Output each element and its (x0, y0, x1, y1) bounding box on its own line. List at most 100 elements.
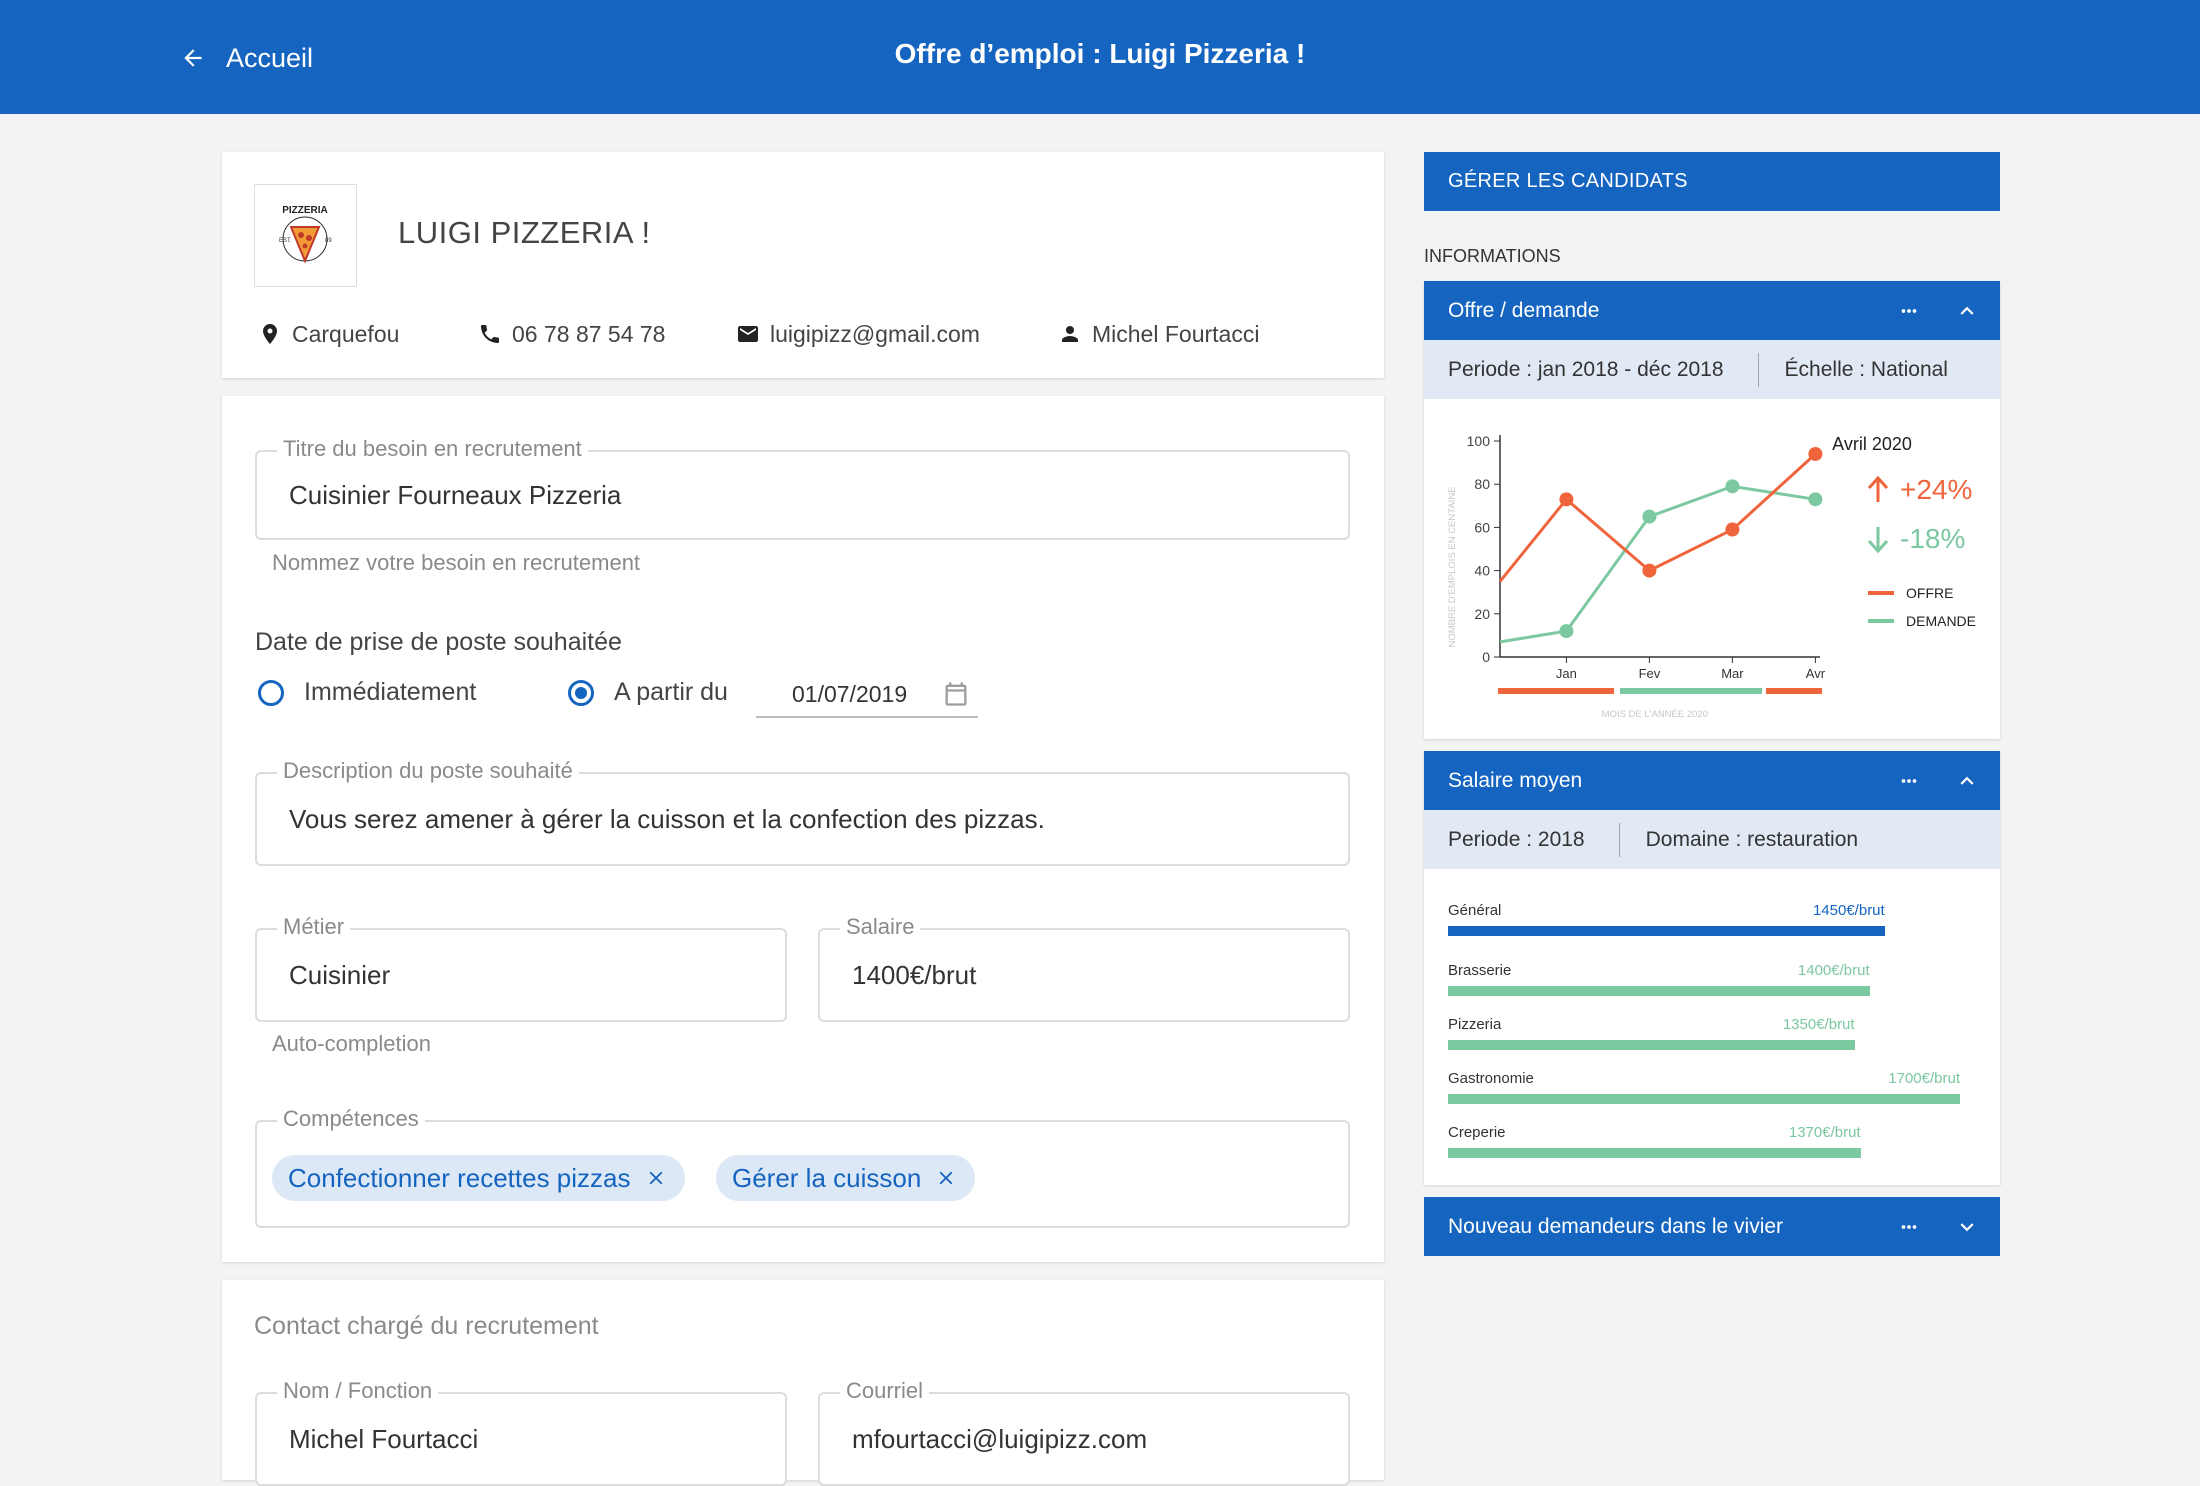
job-field[interactable]: Métier Cuisinier (255, 914, 787, 1022)
skill-chip-label: Gérer la cuisson (732, 1162, 922, 1193)
more-horiz-icon[interactable] (1898, 770, 1920, 792)
series-line-demande (1499, 484, 1816, 644)
offer-demand-period: Periode : jan 2018 - déc 2018 (1448, 357, 1724, 381)
radio-immediate-control[interactable] (258, 679, 284, 706)
chart-y-tick-label: 80 (1474, 476, 1490, 492)
new-applicants-panel-header[interactable]: Nouveau demandeurs dans le vivier (1424, 1197, 2000, 1256)
chart-y-tick-label: 100 (1467, 433, 1491, 449)
data-point-demande (1559, 624, 1574, 639)
data-point-offre (1725, 522, 1740, 537)
data-point-offre (1559, 492, 1574, 507)
description-field[interactable]: Description du poste souhaité Vous serez… (255, 758, 1350, 866)
start-date-input[interactable]: 01/07/2019 (756, 672, 978, 718)
contact-name-label: Nom / Fonction (277, 1378, 439, 1404)
salary-field[interactable]: Salaire 1400€/brut (818, 914, 1350, 1022)
title-field-value: Cuisinier Fourneaux Pizzeria (289, 480, 622, 510)
chart-x-axis-label: MOIS DE L'ANNÉE 2020 (1602, 709, 1708, 720)
svg-text:89: 89 (325, 238, 332, 244)
back-label: Accueil (226, 42, 314, 73)
radio-from-date-control[interactable] (568, 679, 594, 706)
chevron-up-icon[interactable] (1954, 768, 1980, 794)
company-contact: Michel Fourtacci (1058, 318, 1259, 350)
close-icon[interactable] (935, 1167, 957, 1189)
average-salary-panel-title: Salaire moyen (1448, 768, 1583, 792)
date-section-label: Date de prise de poste souhaitée (255, 628, 622, 656)
salary-bar (1448, 1148, 1861, 1158)
salary-category-label: Brasserie (1448, 962, 1512, 979)
email-text: luigipizz@gmail.com (770, 320, 980, 347)
back-button[interactable]: Accueil (180, 36, 313, 80)
data-point-demande (1808, 492, 1823, 507)
skills-field[interactable]: Compétences (255, 1106, 1350, 1228)
radio-from-date[interactable]: A partir du (568, 678, 728, 707)
contact-email-field[interactable]: Courriel mfourtacci@luigipizz.com (818, 1378, 1350, 1486)
arrow-up-icon (1867, 475, 1889, 502)
company-card (222, 152, 1384, 378)
chart-x-tick-label: Fev (1639, 666, 1661, 681)
legend-offre: OFFRE (1906, 585, 1953, 601)
title-helper-text: Nommez votre besoin en recrutement (272, 550, 641, 575)
radio-from-date-label: A partir du (614, 678, 728, 706)
offer-demand-panel-header[interactable]: Offre / demande (1424, 281, 2000, 340)
location-pin-icon (263, 324, 277, 344)
top-app-bar (0, 0, 2200, 114)
calendar-icon[interactable] (942, 680, 970, 708)
salary-category-label: Général (1448, 902, 1502, 919)
offer-demand-chart: 0 20 40 60 80 100 Jan Fev Mar Avr NOMBRE D'EMPLO… (1447, 433, 1976, 720)
contact-email-value: mfourtacci@luigipizz.com (852, 1424, 1148, 1454)
company-email[interactable]: luigipizz@gmail.com (736, 318, 980, 350)
job-helper-text: Auto-completion (272, 1031, 431, 1056)
manage-candidates-button[interactable]: GÉRER LES CANDIDATS (1424, 152, 2000, 211)
start-date-value: 01/07/2019 (792, 680, 908, 707)
salary-value-label: 1370€/brut (1788, 1124, 1861, 1141)
salary-value-label: 1700€/brut (1888, 1070, 1960, 1087)
title-field[interactable]: Titre du besoin en recrutement Cuisinier… (255, 436, 1350, 540)
contact-email-label: Courriel (840, 1378, 930, 1404)
salary-bar (1448, 986, 1870, 996)
salary-field-label: Salaire (840, 914, 921, 940)
salary-period: Periode : 2018 (1448, 827, 1585, 851)
skill-chip[interactable]: Confectionner recettes pizzas (272, 1155, 685, 1201)
chevron-up-icon[interactable] (1954, 298, 1980, 324)
skill-chip[interactable]: Gérer la cuisson (716, 1155, 976, 1201)
offer-demand-panel-title: Offre / demande (1448, 298, 1600, 322)
title-field-label: Titre du besoin en recrutement (277, 436, 588, 462)
average-salary-panel-header[interactable]: Salaire moyen (1424, 751, 2000, 810)
offre-change-value: +24% (1900, 474, 1972, 505)
more-horiz-icon[interactable] (1898, 1216, 1920, 1238)
data-point-offre (1642, 563, 1657, 578)
contact-section-title: Contact chargé du recrutement (254, 1312, 599, 1340)
phone-text: 06 78 87 54 78 (512, 320, 666, 347)
radio-immediate-label: Immédiatement (304, 678, 477, 706)
radio-immediate[interactable]: Immédiatement (258, 678, 476, 707)
mail-icon (738, 326, 758, 342)
chart-x-tick-label: Jan (1556, 666, 1577, 681)
salary-domain: Domaine : restauration (1645, 827, 1859, 851)
salary-value-label: 1350€/brut (1782, 1016, 1855, 1033)
chart-summary-date: Avril 2020 (1832, 434, 1912, 454)
job-field-value: Cuisinier (289, 960, 391, 990)
informations-heading: INFORMATIONS (1424, 246, 1561, 266)
company-name: LUIGI PIZZERIA ! (398, 215, 651, 250)
chart-y-tick-label: 60 (1474, 519, 1490, 535)
chart-y-tick-label: 0 (1482, 649, 1490, 665)
svg-text:EST.: EST. (279, 238, 292, 244)
company-logo: PIZZERIA EST. 89 (254, 184, 357, 287)
series-line-offre (1498, 452, 1817, 583)
phone-icon (481, 325, 499, 343)
skill-chip-label: Confectionner recettes pizzas (288, 1162, 631, 1193)
svg-text:PIZZERIA: PIZZERIA (282, 205, 328, 216)
salary-category-label: Creperie (1448, 1124, 1506, 1141)
offer-demand-filters: Periode : jan 2018 - déc 2018 Échelle : … (1424, 340, 2000, 399)
more-horiz-icon[interactable] (1898, 300, 1920, 322)
contact-text: Michel Fourtacci (1092, 320, 1260, 347)
close-icon[interactable] (645, 1167, 667, 1189)
contact-name-value: Michel Fourtacci (289, 1424, 479, 1454)
chevron-down-icon[interactable] (1954, 1214, 1980, 1240)
contact-name-field[interactable]: Nom / Fonction Michel Fourtacci (255, 1378, 787, 1486)
job-field-label: Métier (277, 914, 351, 940)
chart-y-axis-label: NOMBRE D'EMPLOIS EN CENTAINE (1447, 486, 1458, 647)
salary-value-label: 1400€/brut (1797, 962, 1870, 979)
offer-demand-scale: Échelle : National (1784, 357, 1948, 381)
average-salary-filters: Periode : 2018 Domaine : restauration (1424, 810, 2000, 869)
